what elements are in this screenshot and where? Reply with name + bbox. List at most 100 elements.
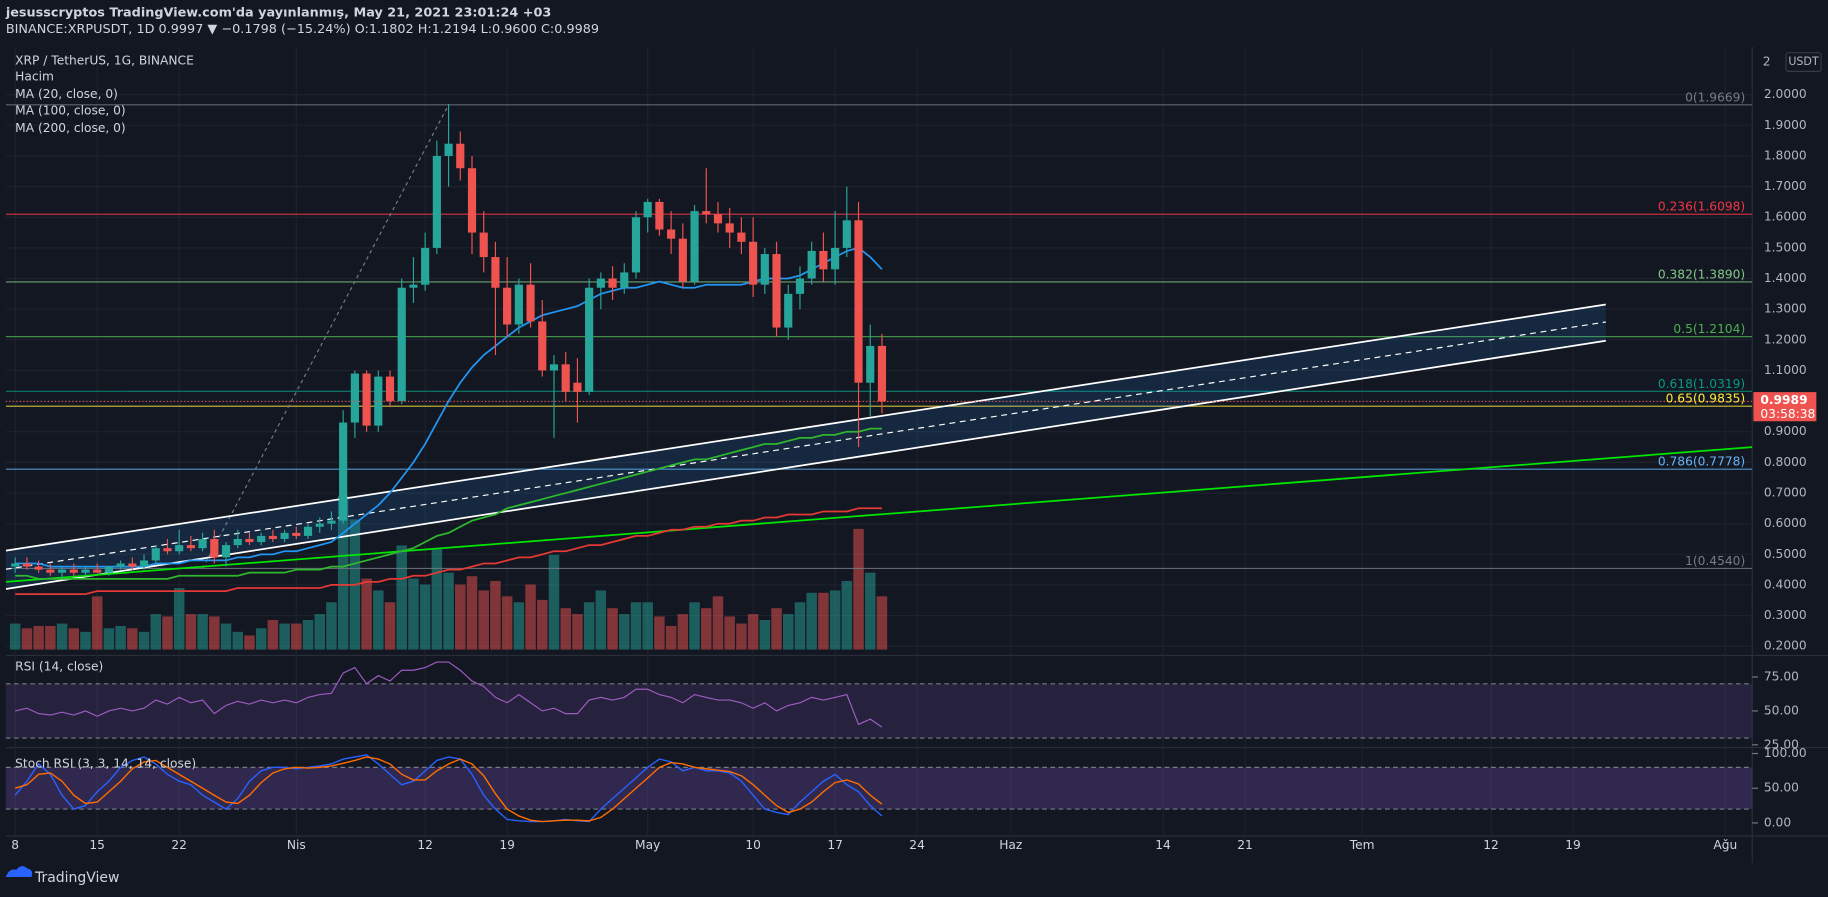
candle-body (725, 223, 734, 233)
x-tick-label: 21 (1237, 838, 1253, 852)
candle-body (643, 201, 652, 218)
fib-label: 0.236(1.6098) (1658, 200, 1745, 214)
candle-body (268, 535, 277, 539)
volume-bar (279, 623, 290, 650)
x-tick-label: 19 (1565, 838, 1581, 852)
labels: XRP / TetherUS, 1G, BINANCE Hacim MA (20… (5, 52, 1822, 886)
candle-body (139, 560, 149, 567)
x-tick-label: Tem (1349, 838, 1375, 852)
ma-line (15, 246, 883, 568)
volume-bar (864, 572, 876, 650)
candle-body (280, 532, 289, 539)
volume-bar (337, 495, 349, 650)
volume-bar (607, 608, 618, 650)
fib-label: 1(0.4540) (1685, 554, 1745, 568)
candle-body (397, 287, 406, 402)
y-tick-label: 0.6000 (1764, 516, 1807, 530)
volume-bar (806, 592, 817, 650)
volume-bar (232, 631, 243, 650)
fib-label: 0.382(1.3890) (1658, 267, 1745, 281)
volume-bar (572, 614, 583, 650)
volume-bar (771, 608, 782, 650)
stoch-d-line (14, 756, 883, 823)
volume-bar (45, 625, 56, 650)
candle-body (620, 272, 629, 288)
candle-body (479, 232, 488, 258)
scale-mode: 2 (1763, 55, 1771, 69)
candle-body (409, 284, 418, 288)
volume-bar (150, 614, 162, 650)
volume-bar (736, 623, 747, 650)
candle-body (151, 548, 160, 561)
candle-body (93, 569, 102, 573)
volume-bar (759, 620, 771, 650)
candle-body (842, 220, 851, 248)
candle-body (549, 364, 559, 371)
fib-label: 0.5(1.2104) (1673, 322, 1745, 336)
volume-bar (197, 614, 208, 650)
x-tick-label: Haz (999, 838, 1022, 852)
candle-body (421, 247, 430, 285)
fib-label: 0(1.9669) (1685, 90, 1745, 104)
volume-bar (56, 623, 68, 650)
candle-body (128, 563, 137, 567)
volume-bar (291, 623, 302, 650)
x-tick-label: 14 (1155, 838, 1171, 852)
candle-body (819, 250, 828, 270)
fib-label: 0.618(1.0319) (1658, 377, 1745, 391)
volume-bar (818, 592, 829, 650)
candle-body (327, 520, 336, 524)
volume-bar (583, 602, 595, 650)
volume-bar (244, 635, 255, 650)
brand[interactable]: TradingView (34, 870, 119, 886)
y-tick-label: 1.9000 (1764, 118, 1807, 132)
volume-bar (654, 616, 665, 650)
volume-bar (68, 628, 80, 650)
volume-bar (677, 614, 689, 650)
candle-body (795, 278, 805, 294)
volume-bar (689, 602, 700, 650)
volume-bar (630, 602, 642, 650)
volume-bar (619, 614, 630, 650)
x-tick-label: 10 (745, 838, 761, 852)
candle-body (303, 526, 313, 536)
legend-entry: Hacim (15, 70, 54, 84)
y-tick-label: 1.6000 (1764, 210, 1807, 224)
volume-bar (712, 596, 724, 650)
y-tick-label: 100.00 (1764, 746, 1807, 760)
candle-body (608, 278, 617, 288)
candle-body (257, 535, 266, 543)
volume-bar (91, 596, 103, 650)
volume-bar (747, 614, 759, 650)
y-tick-label: 0.00 (1764, 815, 1791, 829)
y-tick-label: 1.4000 (1764, 271, 1807, 285)
candle-body (104, 566, 113, 573)
volume-bar (396, 545, 407, 650)
x-tick-label: 17 (827, 838, 843, 852)
fib-label: 0.65(0.9835) (1666, 392, 1746, 406)
legend-entry: MA (200, close, 0) (15, 121, 126, 135)
candle-body (46, 569, 55, 573)
channel-middle (5, 321, 1606, 570)
candle-body (737, 232, 746, 242)
trend-line (5, 446, 1753, 583)
candle-body (339, 422, 348, 521)
candle-body (866, 345, 875, 383)
candle-body (221, 545, 231, 558)
legend-entry: MA (100, close, 0) (15, 103, 126, 117)
candle-body (831, 247, 840, 270)
brand-logo (5, 866, 33, 877)
y-tick-label: 0.2000 (1764, 639, 1807, 653)
candle-body (374, 376, 383, 426)
fib-label: 0.786(0.7778) (1658, 455, 1745, 469)
y-tick-label: 50.00 (1764, 703, 1799, 717)
indicator-panes (5, 661, 1759, 824)
volume-bar (537, 599, 548, 650)
volume-bar (103, 628, 115, 650)
y-tick-label: 50.00 (1764, 781, 1799, 795)
candle-body (444, 143, 453, 156)
x-tick-label: 15 (89, 838, 105, 852)
volume-bar (209, 616, 220, 650)
volume-bar (220, 623, 232, 650)
